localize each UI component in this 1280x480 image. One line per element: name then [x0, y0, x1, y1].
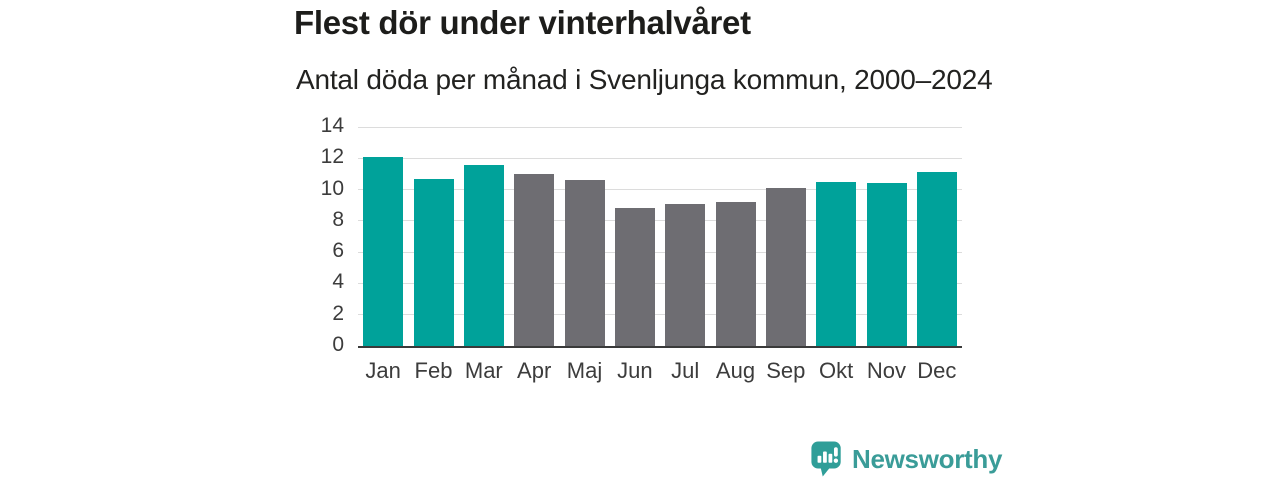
bar-mar — [463, 164, 504, 346]
x-label-aug: Aug — [715, 358, 756, 383]
y-tick-label-12: 12 — [320, 145, 344, 169]
plot-area — [358, 126, 962, 348]
bar-dec — [916, 172, 957, 346]
chart-title: Flest dör under vinterhalvåret — [294, 4, 751, 41]
x-label-apr: Apr — [517, 358, 552, 383]
bar-aug — [715, 202, 756, 346]
bar-apr — [514, 173, 555, 346]
y-tick-label-4: 4 — [332, 270, 344, 294]
bar-jan — [363, 156, 404, 346]
x-axis-line — [358, 346, 962, 348]
bar-okt — [816, 181, 857, 346]
x-label-jul: Jul — [671, 358, 700, 383]
bar-nov — [866, 183, 907, 346]
gridline-y-2 — [358, 314, 962, 316]
chart-subtitle: Antal döda per månad i Svenljunga kommun… — [296, 64, 993, 95]
bar-sep — [765, 188, 806, 346]
x-label-sep: Sep — [766, 358, 806, 383]
speech-bubble-bar-chart-icon — [811, 441, 841, 477]
bar-jun — [614, 208, 655, 346]
x-label-maj: Maj — [566, 358, 603, 383]
y-tick-label-10: 10 — [320, 176, 344, 200]
y-tick-label-6: 6 — [332, 239, 344, 263]
gridline-y-14 — [358, 126, 962, 128]
x-label-nov: Nov — [866, 358, 907, 383]
bar-feb — [413, 178, 454, 346]
x-label-mar: Mar — [464, 358, 503, 383]
gridline-y-10 — [358, 189, 962, 191]
bar-maj — [564, 180, 605, 346]
y-tick-label-2: 2 — [332, 301, 344, 325]
y-tick-label-14: 14 — [320, 114, 344, 138]
newsworthy-logo-text: Newsworthy — [852, 443, 1003, 474]
gridline-y-4 — [358, 282, 962, 284]
x-label-feb: Feb — [414, 358, 453, 383]
x-label-dec: Dec — [917, 358, 957, 383]
x-label-jun: Jun — [617, 358, 653, 383]
gridline-y-6 — [358, 251, 962, 253]
gridline-y-12 — [358, 157, 962, 159]
x-label-jan: Jan — [365, 358, 401, 383]
newsworthy-logo: Newsworthy — [810, 440, 1002, 478]
x-label-okt: Okt — [819, 358, 854, 383]
gridline-y-8 — [358, 220, 962, 222]
bar-jul — [665, 203, 706, 346]
y-tick-label-8: 8 — [332, 207, 344, 231]
y-tick-label-0: 0 — [332, 333, 344, 357]
